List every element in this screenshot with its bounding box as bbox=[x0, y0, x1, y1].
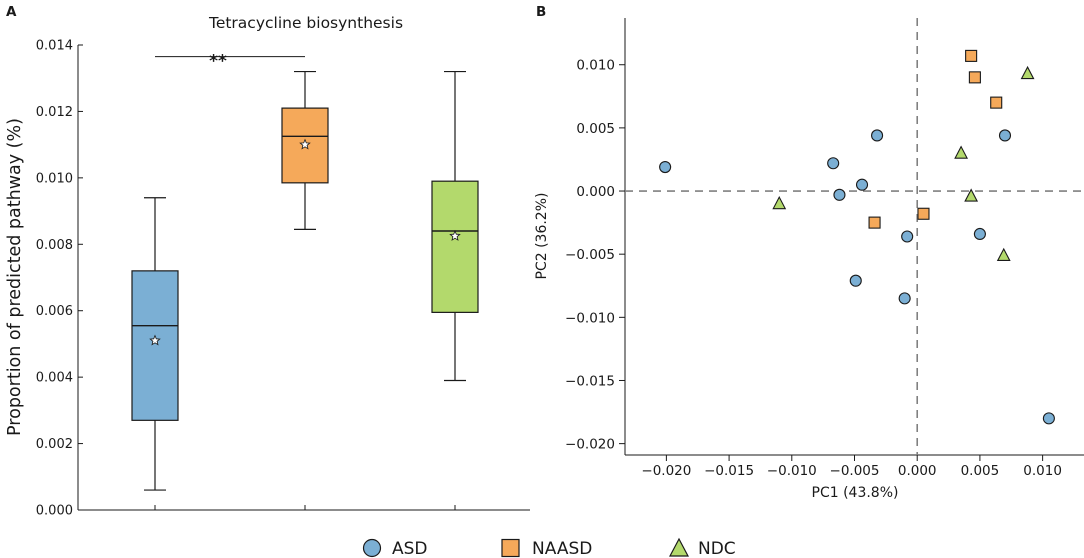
panel-a-y-tick-label: 0.002 bbox=[36, 437, 73, 452]
point-asd bbox=[833, 188, 846, 201]
point-ndc bbox=[964, 188, 979, 202]
point-ndc bbox=[772, 195, 787, 210]
panel-b-x-tick-label: −0.020 bbox=[641, 463, 691, 479]
panel-b-y-axis-title: PC2 (36.2%) bbox=[534, 193, 550, 280]
panel-a-label: A bbox=[6, 4, 17, 20]
significance-marker: ** bbox=[209, 52, 227, 72]
panel-b-y-tick-label: −0.015 bbox=[565, 373, 615, 389]
panel-a-y-tick-label: 0.008 bbox=[36, 238, 73, 253]
panel-b-x-tick-label: −0.015 bbox=[704, 463, 754, 479]
panel-b-y-tick-label: −0.010 bbox=[565, 310, 615, 326]
panel-b-x-tick-label: 0.000 bbox=[898, 463, 937, 479]
panel-a-y-tick-label: 0.014 bbox=[36, 39, 73, 54]
panel-a-y-axis-title: Proportion of predicted pathway (%) bbox=[5, 118, 25, 436]
point-naasd bbox=[990, 96, 1003, 109]
box-naasd-mean-star bbox=[299, 138, 311, 150]
legend: ASD NAASD NDC bbox=[362, 537, 736, 558]
point-ndc bbox=[996, 247, 1011, 261]
panel-a-y-tick-label: 0.010 bbox=[36, 171, 73, 186]
point-asd bbox=[973, 227, 986, 241]
panel-b-y-tick-label: −0.005 bbox=[565, 247, 615, 263]
legend-label-asd: ASD bbox=[392, 539, 428, 558]
legend-label-naasd: NAASD bbox=[532, 539, 592, 558]
panel-b-y-tick-label: 0.000 bbox=[576, 184, 615, 200]
legend-marker-asd bbox=[362, 538, 382, 558]
panel-b-x-tick-label: 0.010 bbox=[1023, 463, 1062, 479]
legend-label-ndc: NDC bbox=[698, 539, 736, 558]
panel-b-pca-scatter: B PC1 (43.8%) PC2 (36.2%) −0.020−0.015−0… bbox=[534, 4, 1084, 501]
panel-a-y-tick-label: 0.012 bbox=[36, 105, 73, 120]
point-asd bbox=[998, 129, 1012, 142]
point-asd bbox=[871, 129, 884, 142]
point-naasd bbox=[868, 216, 881, 229]
panel-a-y-tick-label: 0.000 bbox=[36, 504, 73, 519]
panel-b-x-tick-label: −0.005 bbox=[830, 463, 880, 479]
point-asd bbox=[659, 160, 672, 174]
panel-b-plot-area: −0.020 −0.015 −0.010 −0.005 0.000 0.005 0.010 −… bbox=[565, 18, 1084, 479]
point-asd bbox=[901, 230, 914, 243]
point-ndc bbox=[954, 145, 969, 159]
legend-marker-ndc bbox=[669, 537, 689, 557]
panel-a-plot-area: 0.000 0.002 0.004 0.006 0.008 0.010 0.012 0.014… bbox=[36, 39, 530, 519]
box-asd-body bbox=[131, 270, 179, 421]
panel-b-x-axis-title: PC1 (43.8%) bbox=[812, 485, 899, 501]
point-naasd bbox=[968, 71, 981, 84]
point-asd bbox=[1042, 412, 1055, 425]
panel-b-x-tick-label: 0.005 bbox=[961, 463, 1000, 479]
panel-a-y-tick-label: 0.006 bbox=[36, 304, 73, 319]
box-ndc-mean-star bbox=[449, 229, 461, 241]
point-asd bbox=[855, 178, 869, 191]
point-naasd bbox=[965, 49, 978, 62]
panel-b-y-tick-label: 0.010 bbox=[576, 58, 615, 74]
panel-a-y-tick-label: 0.004 bbox=[36, 371, 73, 386]
point-naasd bbox=[917, 207, 930, 220]
legend-marker-naasd bbox=[501, 538, 520, 558]
panel-a-boxplot: A Tetracycline biosynthesis Proportion o… bbox=[5, 4, 530, 519]
panel-b-y-tick-label: −0.020 bbox=[565, 437, 615, 453]
panel-b-label: B bbox=[536, 4, 546, 20]
point-asd bbox=[898, 292, 911, 305]
panel-a-title: Tetracycline biosynthesis bbox=[208, 14, 403, 32]
panel-b-x-tick-label: −0.010 bbox=[767, 463, 817, 479]
point-asd bbox=[849, 274, 862, 287]
box-asd-mean-star bbox=[149, 334, 161, 346]
box-ndc-body bbox=[431, 180, 479, 313]
panel-b-y-tick-label: 0.005 bbox=[576, 121, 615, 137]
point-ndc bbox=[1020, 65, 1035, 80]
point-asd bbox=[827, 157, 840, 170]
